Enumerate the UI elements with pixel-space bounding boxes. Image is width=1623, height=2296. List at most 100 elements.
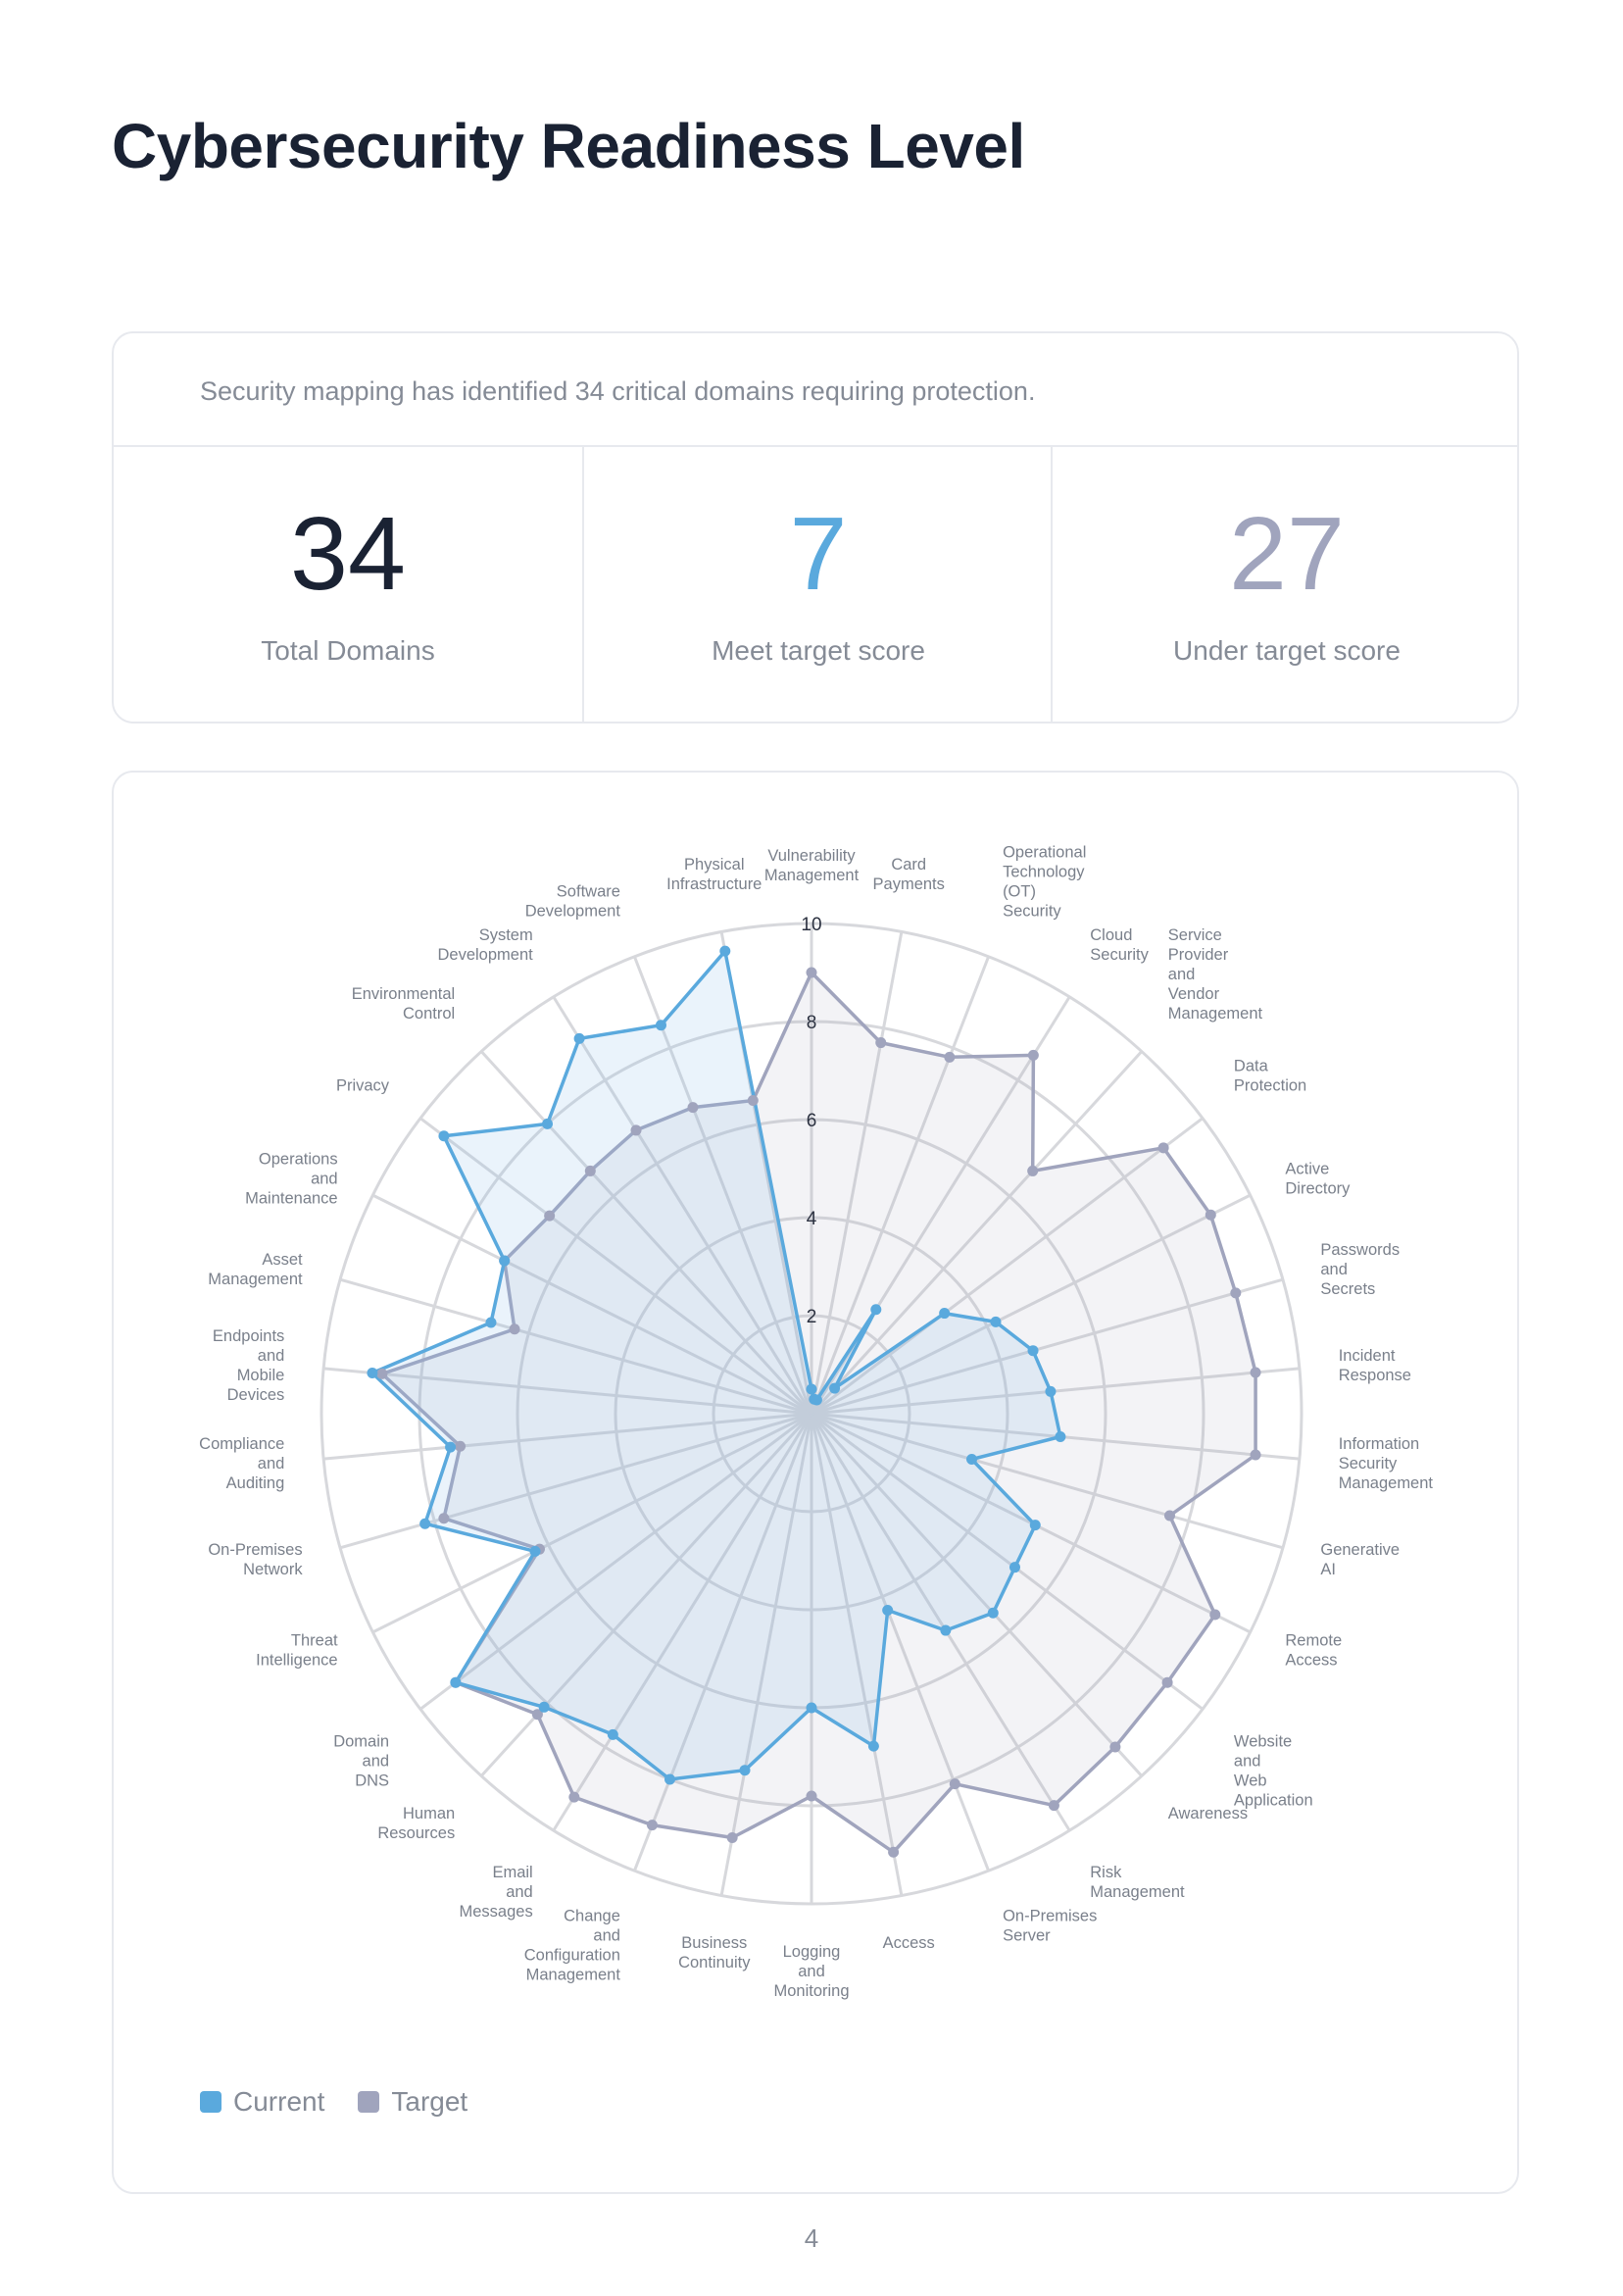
data-point-current [367, 1367, 378, 1378]
data-point-target [1161, 1676, 1173, 1688]
grid-spoke [810, 1412, 1143, 1777]
data-point-current [542, 1118, 554, 1129]
data-point-target [568, 1791, 580, 1803]
data-point-current [445, 1441, 457, 1453]
data-point-current [806, 1702, 817, 1714]
data-point-target [1027, 1049, 1039, 1061]
summary-text: Security mapping has identified 34 criti… [200, 376, 1036, 406]
data-point-target [875, 1037, 887, 1049]
data-point-target [1163, 1510, 1175, 1522]
axis-label: Incident Response [1339, 1347, 1411, 1384]
data-point-current [450, 1676, 462, 1688]
data-point-current [529, 1545, 541, 1557]
r-tick-label: 6 [807, 1111, 817, 1131]
data-point-target [806, 1790, 817, 1802]
data-point-current [811, 1394, 822, 1406]
data-point-current [573, 1032, 585, 1044]
r-tick-label: 10 [801, 915, 821, 935]
data-point-target [949, 1778, 960, 1790]
grid-spoke [552, 996, 813, 1415]
axis-label: Operational Technology (OT) Security [1003, 843, 1086, 920]
grid-spoke [322, 1412, 812, 1461]
grid-spoke [419, 1117, 812, 1416]
axis-label: Compliance and Auditing [199, 1435, 284, 1492]
axis-label: Business Continuity [678, 1934, 751, 1972]
grid-spoke [810, 956, 991, 1415]
data-point-current [607, 1728, 618, 1740]
legend-label-current: Current [233, 2086, 325, 2117]
grid-spoke [810, 1413, 1071, 1831]
axis-label: Passwords and Secrets [1320, 1241, 1400, 1298]
data-point-target [747, 1095, 759, 1107]
data-point-current [940, 1624, 952, 1636]
stat-meet-target: 7 Meet target score [582, 447, 1053, 724]
r-tick-label: 8 [807, 1013, 817, 1033]
axis-label: Domain and DNS [333, 1732, 389, 1789]
grid-spoke [371, 1412, 812, 1634]
grid-spoke [552, 1413, 813, 1831]
axis-label: Privacy [336, 1077, 390, 1095]
axis-label: Threat Intelligence [256, 1632, 338, 1670]
data-point-target [438, 1513, 450, 1524]
data-point-target [1230, 1287, 1242, 1299]
page-number: 4 [804, 2223, 819, 2253]
axis-label: Vulnerability Management [764, 847, 860, 884]
axis-label: Operations and Maintenance [245, 1150, 337, 1207]
data-point-target [1109, 1741, 1121, 1753]
legend-item-current[interactable]: Current [200, 2086, 324, 2118]
axis-label: Website and Web Application [1234, 1732, 1313, 1809]
data-point-current [739, 1765, 751, 1776]
axis-label: Risk Management [1090, 1864, 1185, 1901]
data-point-current [438, 1130, 450, 1142]
data-point-current [664, 1773, 676, 1785]
data-point-target [1250, 1449, 1261, 1461]
data-point-current [870, 1304, 882, 1316]
data-point-target [1157, 1142, 1169, 1154]
data-point-current [966, 1454, 978, 1466]
data-point-target [1027, 1165, 1039, 1176]
data-point-current [485, 1317, 497, 1328]
data-point-target [1048, 1800, 1059, 1812]
grid-spoke [810, 1413, 991, 1872]
data-point-current [499, 1255, 511, 1267]
data-point-current [806, 1383, 817, 1395]
grid-spoke [811, 1277, 1284, 1416]
data-point-current [882, 1604, 894, 1616]
axis-label: Cloud Security [1090, 926, 1149, 964]
grid-spoke [811, 1412, 1204, 1711]
data-point-current [987, 1607, 999, 1619]
grid-spoke [339, 1412, 812, 1550]
axis-label: Environmental Control [352, 985, 455, 1023]
data-point-target [687, 1102, 699, 1114]
data-point-target [376, 1368, 388, 1379]
axis-label: Data Protection [1234, 1058, 1306, 1095]
data-point-target [888, 1846, 900, 1858]
data-point-target [455, 1440, 467, 1452]
axis-label: Access [883, 1934, 935, 1952]
stat-label-total: Total Domains [261, 635, 435, 666]
r-tick-label: 4 [807, 1209, 817, 1229]
data-point-target [531, 1709, 543, 1721]
stat-total-domains: 34 Total Domains [114, 447, 582, 724]
grid-spoke [632, 956, 813, 1415]
grid-spoke [322, 1367, 812, 1416]
stat-under-target: 27 Under target score [1051, 447, 1521, 724]
axis-label: Logging and Monitoring [773, 1943, 849, 2000]
axis-label: Physical Infrastructure [666, 856, 762, 893]
axis-label: Asset Management [208, 1251, 303, 1288]
axis-label: Endpoints and Mobile Devices [213, 1327, 284, 1404]
radar-chart: 2 4 6 8 10 Vulnerability Management Card Payment… [199, 843, 1433, 2000]
grid-spoke [339, 1277, 812, 1416]
data-point-current [538, 1701, 550, 1713]
grid-spoke [811, 1193, 1252, 1416]
grid-spoke [419, 1412, 812, 1711]
grid-spoke [811, 1412, 1284, 1550]
legend-item-target[interactable]: Target [358, 2086, 467, 2118]
stat-label-under: Under target score [1173, 635, 1401, 666]
data-point-target [630, 1124, 642, 1136]
stat-value-total: 34 [290, 496, 406, 612]
grid-spoke [810, 1413, 904, 1896]
data-point-current [1045, 1385, 1057, 1397]
chart-legend: Current Target [200, 2086, 467, 2118]
data-point-current [1055, 1431, 1066, 1443]
